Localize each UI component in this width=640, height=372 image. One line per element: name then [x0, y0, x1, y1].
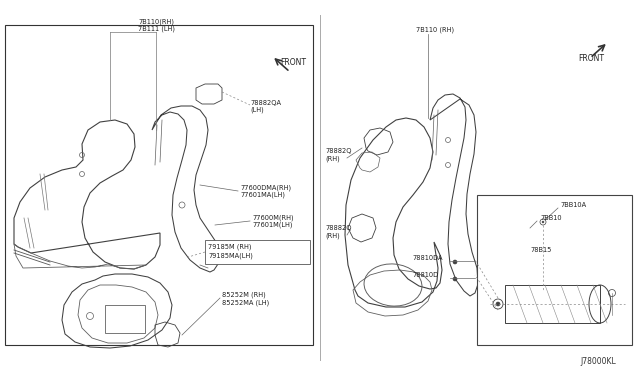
Text: 77600M(RH): 77600M(RH) — [252, 215, 294, 221]
Text: 78810D: 78810D — [412, 272, 438, 278]
Text: 77601MA(LH): 77601MA(LH) — [240, 192, 285, 198]
Text: J78000KL: J78000KL — [580, 357, 616, 366]
Text: 85252M (RH): 85252M (RH) — [222, 292, 266, 298]
Text: 7B110(RH): 7B110(RH) — [138, 19, 174, 25]
Text: 77601M(LH): 77601M(LH) — [252, 222, 292, 228]
Text: 78882Q
(RH): 78882Q (RH) — [325, 148, 351, 162]
Text: 78882QA: 78882QA — [250, 100, 281, 106]
Text: 79185M (RH): 79185M (RH) — [208, 244, 252, 250]
Bar — [205, 240, 310, 264]
Text: FRONT: FRONT — [578, 54, 604, 62]
Text: (LH): (LH) — [250, 107, 264, 113]
Bar — [477, 195, 632, 345]
Bar — [105, 305, 145, 333]
Text: 7BB10: 7BB10 — [540, 215, 562, 221]
Text: 79185MA(LH): 79185MA(LH) — [208, 253, 253, 259]
Text: 78810DA: 78810DA — [412, 255, 442, 261]
Text: 7B110 (RH): 7B110 (RH) — [416, 27, 454, 33]
Circle shape — [496, 302, 500, 306]
Text: 7BB10A: 7BB10A — [560, 202, 586, 208]
Text: 85252MA (LH): 85252MA (LH) — [222, 300, 269, 306]
Bar — [5, 25, 313, 345]
Circle shape — [453, 277, 457, 281]
Circle shape — [542, 221, 544, 223]
Circle shape — [453, 260, 457, 264]
Text: 77600DMA(RH): 77600DMA(RH) — [240, 185, 291, 191]
Text: 78882Q
(RH): 78882Q (RH) — [325, 225, 351, 239]
Text: 7B111 (LH): 7B111 (LH) — [138, 26, 175, 32]
Bar — [505, 285, 600, 323]
Text: FRONT: FRONT — [280, 58, 306, 67]
Text: 78B15: 78B15 — [530, 247, 552, 253]
